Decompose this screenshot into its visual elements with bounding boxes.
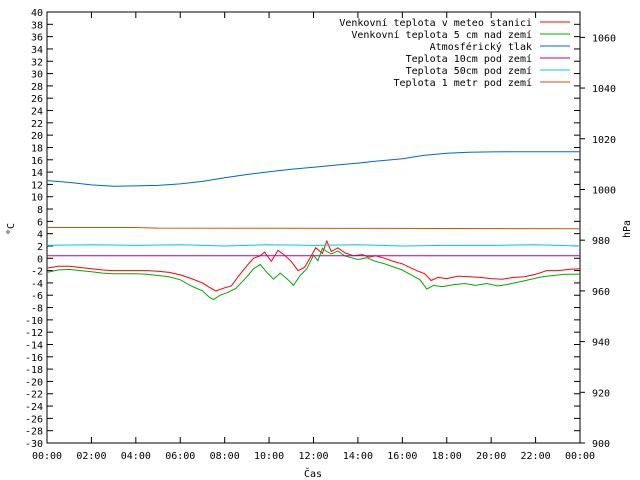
legend-label: Venkovní teplota 5 cm nad zemí: [351, 29, 532, 41]
y-right-tick-label: 940: [592, 338, 610, 349]
x-tick-label: 22:00: [521, 451, 551, 462]
y-left-tick-label: 40: [31, 8, 43, 19]
legend-label: Venkovní teplota v meteo stanici: [339, 17, 532, 29]
y-left-tick-label: 16: [31, 156, 43, 167]
legend: Venkovní teplota v meteo staniciVenkovní…: [339, 17, 570, 89]
y-left-tick-label: 14: [31, 168, 43, 179]
x-tick-label: 14:00: [343, 451, 373, 462]
y-left-tick-label: -6: [31, 291, 43, 302]
y-left-tick-label: 10: [31, 193, 43, 204]
y-left-tick-label: 2: [37, 242, 43, 253]
y-left-tick-label: 22: [31, 119, 43, 130]
y-left-tick-label: 4: [37, 230, 43, 241]
y-left-tick-label: 26: [31, 94, 43, 105]
y-right-tick-label: 1040: [592, 84, 616, 95]
y-left-tick-label: 6: [37, 217, 43, 228]
series-line-6: [47, 227, 581, 230]
y-right-tick-label: 1060: [592, 33, 616, 44]
y-right-tick-label: 1020: [592, 135, 616, 146]
y-left-tick-label: -8: [31, 304, 43, 315]
series-line-3: [46, 151, 580, 187]
y-left-tick-label: -4: [31, 279, 43, 290]
x-axis-label: Čas: [304, 467, 322, 480]
y-left-tick-label: 8: [37, 205, 43, 216]
x-tick-label: 04:00: [121, 451, 151, 462]
y-left-tick-label: 32: [31, 57, 43, 68]
y-left-tick-label: -18: [25, 365, 43, 376]
x-tick-label: 06:00: [165, 451, 195, 462]
y-left-tick-label: -24: [25, 402, 43, 413]
y-left-tick-label: 38: [31, 20, 43, 31]
x-tick-label: 10:00: [254, 451, 284, 462]
series-line-2: [46, 247, 580, 301]
legend-label: Teplota 10cm pod zemí: [406, 53, 532, 65]
x-tick-label: 02:00: [76, 451, 106, 462]
y-left-tick-label: -30: [25, 439, 43, 450]
y-left-tick-label: 24: [31, 107, 43, 118]
series-line-1: [46, 239, 581, 292]
y-left-tick-label: -16: [25, 353, 43, 364]
y-left-tick-label: -20: [25, 377, 43, 388]
y-axis-label-left: °C: [6, 223, 17, 235]
y-left-tick-label: -10: [25, 316, 43, 327]
x-tick-label: 20:00: [476, 451, 506, 462]
y-left-tick-label: 0: [37, 254, 43, 265]
legend-label: Atmosférický tlak: [430, 41, 532, 53]
y-left-tick-label: 30: [31, 70, 43, 81]
x-tick-label: 00:00: [565, 451, 595, 462]
y-left-tick-label: 20: [31, 131, 43, 142]
x-tick-label: 08:00: [210, 451, 240, 462]
y-left-tick-label: -22: [25, 390, 43, 401]
legend-label: Teplota 50cm pod zemí: [406, 65, 532, 77]
x-tick-label: 12:00: [298, 451, 328, 462]
y-axis-label-right: hPa: [622, 220, 633, 238]
y-left-tick-label: -2: [31, 267, 43, 278]
y-left-tick-label: -12: [25, 328, 43, 339]
y-left-tick-label: 36: [31, 33, 43, 44]
y-left-tick-label: 12: [31, 180, 43, 191]
y-left-tick-label: 18: [31, 143, 43, 154]
x-tick-label: 00:00: [32, 451, 62, 462]
y-left-tick-label: 34: [31, 45, 43, 56]
series-group: [46, 151, 581, 301]
y-right-tick-label: 1000: [592, 185, 616, 196]
y-left-tick-label: -26: [25, 414, 43, 425]
y-right-tick-label: 980: [592, 236, 610, 247]
x-tick-label: 18:00: [432, 451, 462, 462]
y-right-tick-label: 960: [592, 287, 610, 298]
legend-label: Teplota 1 metr pod zemí: [394, 77, 532, 89]
y-right-tick-label: 920: [592, 388, 610, 399]
y-left-tick-label: -14: [25, 340, 43, 351]
x-tick-label: 16:00: [387, 451, 417, 462]
y-left-tick-label: -28: [25, 427, 43, 438]
y-right-tick-label: 900: [592, 439, 610, 450]
series-line-5: [46, 244, 581, 247]
y-left-tick-label: 28: [31, 82, 43, 93]
axis-ticks-group: 4038363432302826242220181614121086420-2-…: [25, 8, 616, 462]
